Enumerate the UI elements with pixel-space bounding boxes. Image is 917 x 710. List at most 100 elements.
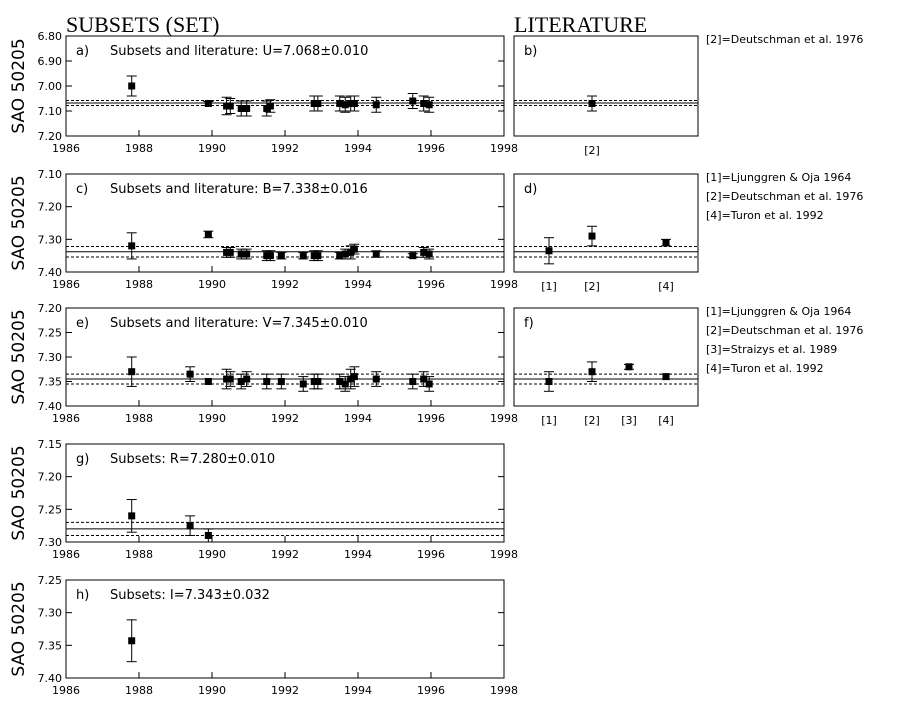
xtick-label-c-3: 1992 [271,278,299,291]
data-point-a-2 [223,102,231,110]
panel-h: h) Subsets: I=7.343±0.032 7.25 7.30 7.35 7.40… [9,574,518,697]
xtick-label-e-5: 1996 [417,412,445,425]
ytick-label-g-1: 7.20 [38,471,63,484]
data-point-a-13 [350,100,358,107]
axes-frame-d [513,173,699,273]
xtick-label-a-5: 1996 [417,142,445,155]
panel-label-e: e) [76,316,89,331]
ref-label-d-1: [2] [584,280,600,293]
ytick-label-e-3: 7.35 [38,376,63,389]
data-point-c-6 [263,252,271,260]
data-point-e-18 [420,375,428,383]
data-point-e-6 [243,375,251,383]
data-point-g-0 [128,512,136,520]
data-point-e-5 [237,378,245,385]
data-point-a-6 [263,105,271,112]
xtick-label-g-2: 1990 [198,548,226,561]
ref-label-f-3: [4] [658,414,674,427]
data-point-f-2 [625,363,633,371]
ytick-label-e-4: 7.40 [38,400,63,413]
data-point-d-2 [662,239,670,247]
ytick-label-h-0: 7.25 [38,574,63,587]
xtick-label-h-4: 1994 [344,684,372,697]
xtick-label-c-5: 1996 [417,278,445,291]
data-point-e-7 [263,378,271,385]
xtick-label-a-0: 1986 [52,142,80,155]
panel-f: f) [1] [2] [3] [4] [1]=Ljunggren & Oja 1964 [2… [513,305,863,427]
xtick-label-g-0: 1986 [52,548,80,561]
ytick-label-a-2: 7.00 [38,80,63,93]
ylabel-c: SAO 50205 [9,175,29,270]
ref-label-d-0: [1] [541,280,557,293]
ytick-label-h-3: 7.40 [38,672,63,685]
data-point-a-17 [425,101,433,109]
xtick-label-e-2: 1990 [198,412,226,425]
ytick-label-g-0: 7.15 [38,438,63,451]
xtick-label-c-4: 1994 [344,278,372,291]
data-point-c-3 [226,248,234,256]
data-point-a-15 [409,97,417,105]
data-point-e-0 [128,368,136,376]
data-point-a-7 [266,102,274,110]
xtick-label-a-2: 1990 [198,142,226,155]
ytick-label-a-3: 7.10 [38,105,63,118]
axes-frame-f [513,307,699,407]
ytick-label-a-4: 7.20 [38,130,63,143]
ytick-label-e-0: 7.20 [38,302,63,315]
data-point-c-14 [347,248,355,256]
data-point-c-10 [310,252,318,260]
data-point-e-11 [314,378,322,385]
ytick-label-a-0: 6.80 [38,30,63,43]
xtick-label-e-6: 1998 [490,412,518,425]
xtick-label-g-5: 1996 [417,548,445,561]
panel-a: a) Subsets and literature: U=7.068±0.010 6… [9,30,518,155]
panel-title-e: Subsets and literature: V=7.345±0.010 [110,316,368,331]
data-point-e-8 [277,378,285,385]
data-point-e-9 [299,380,307,388]
legend-entry-d-0: [1]=Ljunggren & Oja 1964 [706,171,851,184]
panel-label-c: c) [76,182,88,197]
ytick-label-c-2: 7.30 [38,233,63,246]
data-point-c-0 [128,242,136,250]
xtick-label-e-3: 1992 [271,412,299,425]
xtick-label-c-6: 1998 [490,278,518,291]
panel-title-c: Subsets and literature: B=7.338±0.016 [110,182,368,197]
data-point-a-14 [372,101,380,109]
xtick-label-h-6: 1998 [490,684,518,697]
panel-label-g: g) [76,452,89,467]
data-point-a-9 [314,100,322,107]
panel-label-a: a) [76,44,89,59]
data-point-e-10 [310,378,318,385]
panel-label-h: h) [76,588,89,603]
xtick-label-a-6: 1998 [490,142,518,155]
ytick-label-c-3: 7.40 [38,266,63,279]
panel-title-g: Subsets: R=7.280±0.010 [110,452,275,467]
xtick-label-e-0: 1986 [52,412,80,425]
axes-frame-b [513,35,699,137]
data-point-a-3 [226,102,234,110]
ylabel-e: SAO 50205 [9,309,29,404]
data-point-a-11 [341,101,349,109]
panel-d: d) [1] [2] [4] [1]=Ljunggren & Oja 1964 [2]=D… [513,171,863,293]
data-point-e-4 [226,375,234,383]
data-point-c-16 [372,250,380,258]
legend-entry-d-1: [2]=Deutschman et al. 1976 [706,190,863,203]
data-point-d-0 [545,247,553,255]
xtick-label-h-0: 1986 [52,684,80,697]
xtick-label-g-6: 1998 [490,548,518,561]
data-point-c-19 [425,250,433,258]
data-point-a-5 [243,105,251,112]
data-point-c-7 [266,252,274,260]
ref-label-d-2: [4] [658,280,674,293]
data-point-e-13 [341,380,349,388]
legend-entry-d-2: [4]=Turon et al. 1992 [706,209,824,222]
data-point-c-8 [277,252,285,260]
data-point-h-0 [128,637,136,645]
data-point-f-0 [545,378,553,385]
data-point-c-11 [314,252,322,260]
xtick-label-g-4: 1994 [344,548,372,561]
ref-label-f-2: [3] [621,414,637,427]
data-point-a-1 [204,100,212,107]
data-point-a-12 [347,100,355,107]
